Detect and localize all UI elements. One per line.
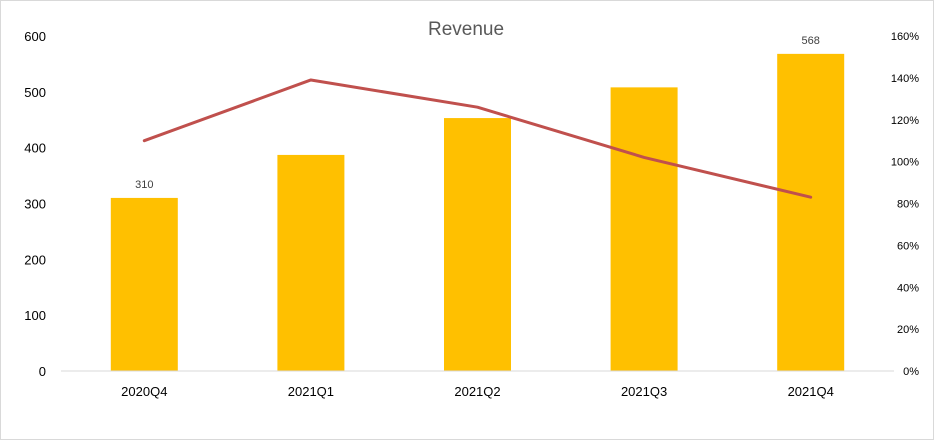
chart-title: Revenue	[428, 19, 504, 40]
right-tick-label: 160%	[891, 31, 919, 43]
right-axis: 0% 20% 40% 60% 80% 100% 120% 140% 160%	[891, 31, 919, 378]
x-tick-label: 2021Q3	[621, 384, 667, 399]
left-tick-label: 500	[24, 85, 46, 100]
bar	[610, 87, 678, 371]
x-tick-label: 2021Q2	[454, 384, 500, 399]
right-tick-label: 120%	[891, 115, 919, 127]
right-tick-label: 100%	[891, 157, 919, 169]
left-tick-label: 0	[39, 364, 46, 379]
bar-data-label: 310	[135, 179, 153, 191]
left-tick-label: 400	[24, 141, 46, 156]
data-labels: 310 568	[135, 35, 820, 191]
right-tick-label: 0%	[903, 366, 919, 378]
left-axis: 0 100 200 300 400 500 600	[24, 29, 46, 379]
right-tick-label: 60%	[897, 240, 919, 252]
bar-data-label: 568	[802, 35, 820, 47]
left-tick-label: 200	[24, 252, 46, 267]
bar	[777, 53, 845, 371]
right-tick-label: 80%	[897, 199, 919, 211]
x-axis: 2020Q4 2021Q1 2021Q2 2021Q3 2021Q4	[121, 384, 834, 399]
right-tick-label: 40%	[897, 282, 919, 294]
bar	[277, 154, 345, 371]
growth-line	[142, 78, 813, 199]
right-tick-label: 20%	[897, 324, 919, 336]
left-tick-label: 300	[24, 197, 46, 212]
x-tick-label: 2021Q4	[788, 384, 834, 399]
bar	[110, 197, 178, 371]
x-tick-label: 2021Q1	[288, 384, 334, 399]
left-tick-label: 600	[24, 29, 46, 44]
bar	[444, 118, 511, 371]
bar-series	[110, 53, 845, 371]
x-tick-label: 2020Q4	[121, 384, 167, 399]
line-series	[142, 78, 813, 199]
right-tick-label: 140%	[891, 73, 919, 85]
left-tick-label: 100	[24, 308, 46, 323]
